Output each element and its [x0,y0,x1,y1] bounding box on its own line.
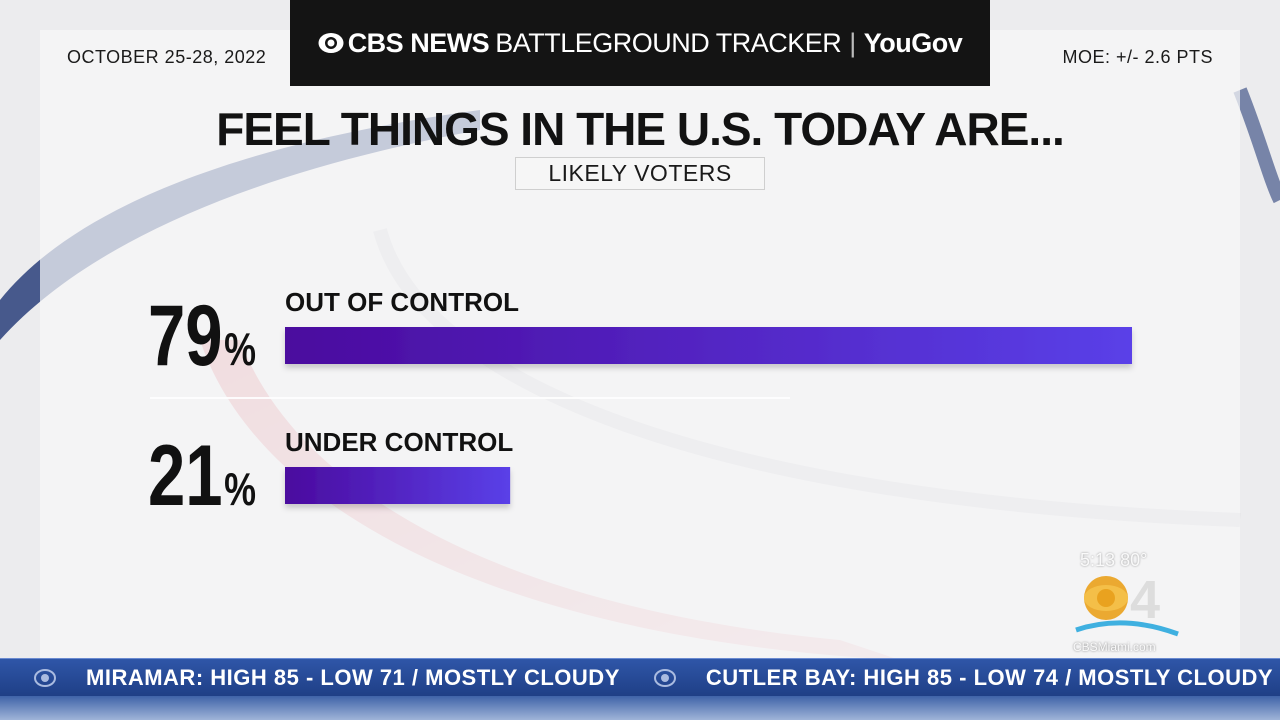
ticker-item: CUTLER BAY: HIGH 85 - LOW 74 / MOSTLY CL… [705,664,1274,690]
clock-time: 5:13 [1080,550,1116,570]
cbs-eye-icon [318,33,344,53]
brand-tracker: BATTLEGROUND TRACKER [495,27,842,58]
station-url: CBSMiami.com [1073,640,1156,654]
svg-text:4: 4 [1130,570,1160,630]
bar [285,467,511,504]
chart-subtitle: LIKELY VOTERS [515,157,765,190]
category-label: OUT OF CONTROL [285,287,519,317]
cbs-eye-icon [34,668,56,687]
category-label: UNDER CONTROL [285,427,513,457]
temperature: 80° [1120,550,1148,570]
chart-title: FEEL THINGS IN THE U.S. TODAY ARE... [216,103,1065,155]
time-temperature: 5:13 80° [1080,550,1147,571]
brand-separator: | [849,27,856,58]
brand-lockup: CBS NEWS BATTLEGROUND TRACKER | YouGov [318,28,963,59]
brand-partner: YouGov [863,27,963,58]
ticker-base [0,696,1280,720]
margin-of-error: MOE: +/- 2.6 PTS [1062,47,1213,67]
value-label: 21% [148,428,256,524]
bar [285,327,1132,364]
header-bar: CBS NEWS BATTLEGROUND TRACKER | YouGov [290,0,990,86]
ticker-item: MIRAMAR: HIGH 85 - LOW 71 / MOSTLY CLOUD… [86,664,620,690]
poll-date: OCTOBER 25-28, 2022 [67,47,267,67]
cbs4-logo: 4 [1075,570,1179,637]
cbs-eye-icon [653,668,676,687]
news-ticker: MIRAMAR: HIGH 85 - LOW 71 / MOSTLY CLOUD… [0,658,1280,696]
value-label: 79% [148,288,256,384]
brand-news: CBS NEWS [347,27,490,58]
